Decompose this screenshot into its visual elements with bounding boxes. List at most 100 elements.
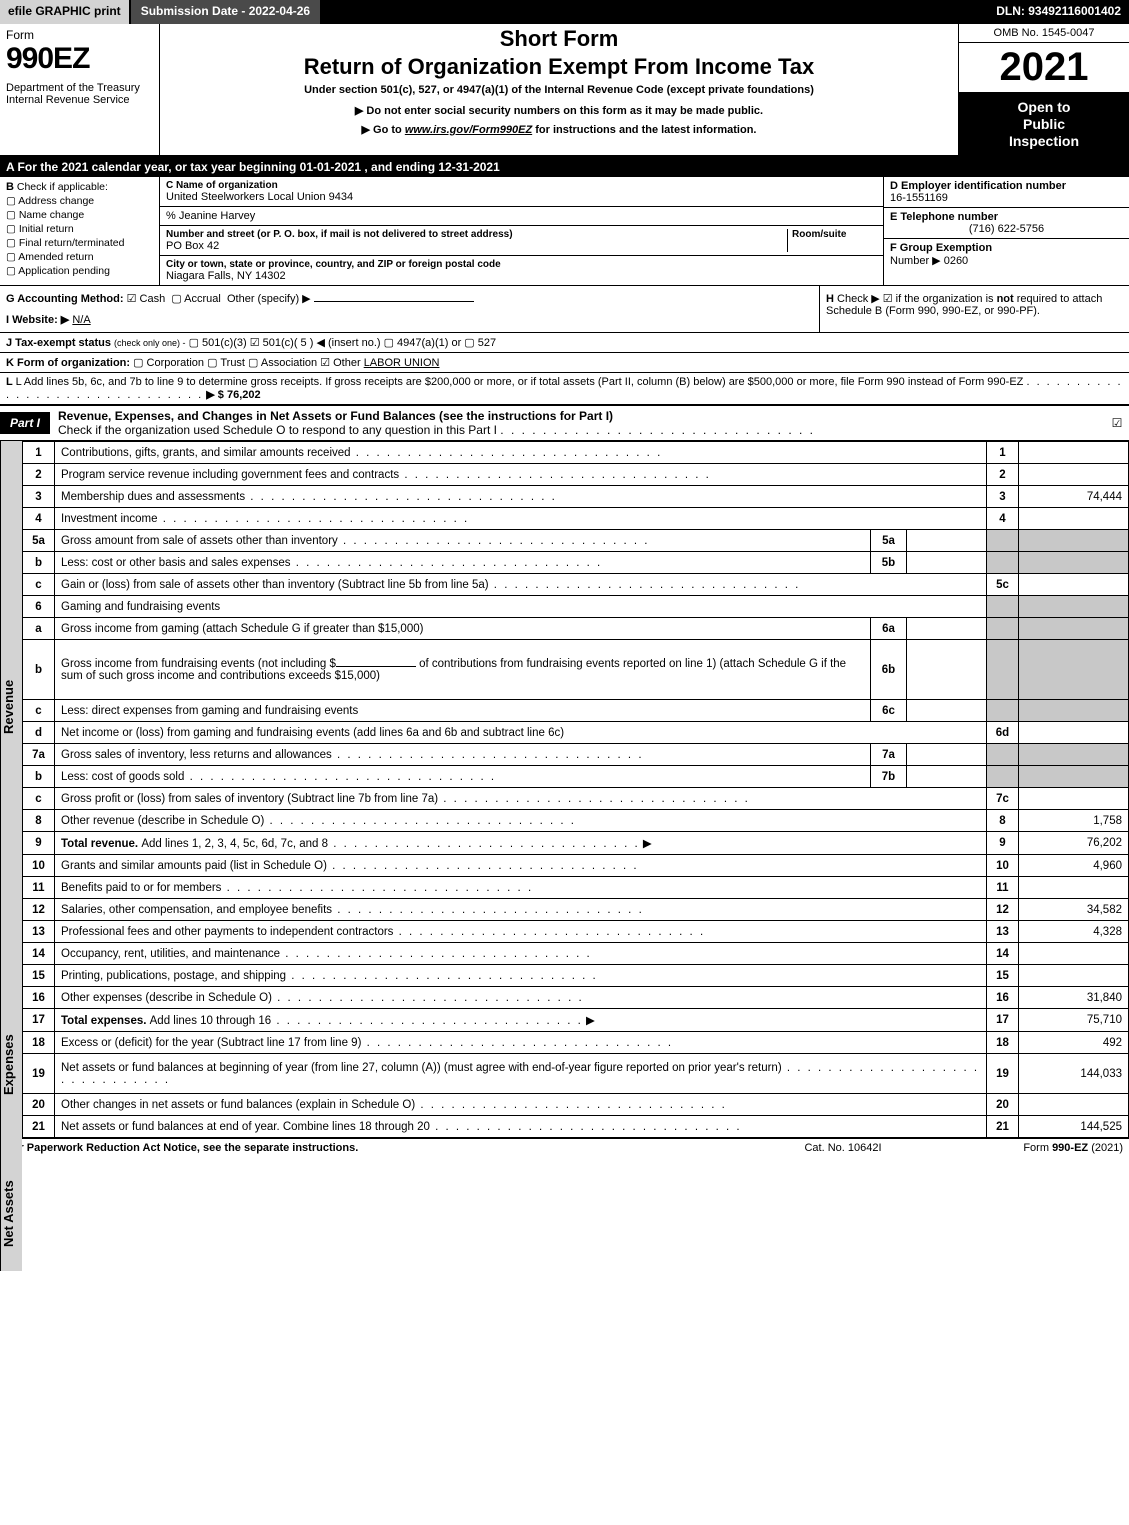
chk-name-change[interactable]: Name change [6, 209, 153, 221]
part1-schedule-o-check[interactable]: ☑ [1105, 416, 1129, 430]
table-row: 3Membership dues and assessments374,444 [23, 486, 1129, 508]
part1-subtitle: Check if the organization used Schedule … [58, 423, 497, 437]
line-amount: 74,444 [1019, 486, 1129, 508]
table-row: 8Other revenue (describe in Schedule O)8… [23, 810, 1129, 832]
table-row: dNet income or (loss) from gaming and fu… [23, 722, 1129, 744]
catalog-number: Cat. No. 10642I [743, 1142, 943, 1154]
j-sub: (check only one) - [114, 338, 186, 348]
col-c-org-info: C Name of organization United Steelworke… [160, 177, 884, 285]
fundraising-amount-input[interactable] [336, 666, 416, 667]
table-row: 6Gaming and fundraising events [23, 596, 1129, 618]
table-row: 2Program service revenue including gover… [23, 464, 1129, 486]
side-label-expenses: Expenses [0, 973, 22, 1157]
group-exemption-label: F Group Exemption [890, 242, 992, 254]
h-text1: Check ▶ ☑ if the organization is [837, 293, 997, 305]
table-row: 14Occupancy, rent, utilities, and mainte… [23, 943, 1129, 965]
chk-initial-return[interactable]: Initial return [6, 223, 153, 235]
website-value: N/A [72, 314, 90, 326]
j-label: J Tax-exempt status [6, 337, 111, 349]
group-exemption-label2: Number ▶ [890, 255, 941, 267]
org-name: United Steelworkers Local Union 9434 [166, 191, 877, 203]
form-number: 990EZ [6, 42, 153, 76]
goto-post: for instructions and the latest informat… [532, 124, 756, 136]
other-specify-input[interactable] [314, 301, 474, 302]
chk-cash[interactable]: Cash [127, 293, 166, 305]
line-amount: 144,033 [1019, 1054, 1129, 1094]
tax-year: 2021 [959, 43, 1129, 93]
header-left: Form 990EZ Department of the Treasury In… [0, 24, 160, 155]
open-to-public-badge: Open to Public Inspection [959, 93, 1129, 155]
other-specify: Other (specify) ▶ [227, 293, 311, 305]
line-num: 1 [23, 442, 55, 464]
table-row: 4Investment income4 [23, 508, 1129, 530]
header-center: Short Form Return of Organization Exempt… [160, 24, 959, 155]
form-footer-id: Form 990-EZ (2021) [943, 1142, 1123, 1154]
irs-link[interactable]: www.irs.gov/Form990EZ [405, 124, 532, 136]
j-options[interactable]: ▢ 501(c)(3) ☑ 501(c)( 5 ) ◀ (insert no.)… [189, 337, 496, 349]
line-amount: 75,710 [1019, 1009, 1129, 1032]
row-a-tax-year: A For the 2021 calendar year, or tax yea… [0, 157, 1129, 177]
accounting-method: G Accounting Method: Cash Accrual Other … [0, 286, 819, 332]
i-label: I Website: ▶ [6, 314, 69, 326]
table-row: 1 Contributions, gifts, grants, and simil… [23, 442, 1129, 464]
l-text: L Add lines 5b, 6c, and 7b to line 9 to … [16, 376, 1024, 388]
chk-accrual[interactable]: Accrual [171, 293, 221, 305]
room-label: Room/suite [792, 229, 877, 240]
open-line3: Inspection [963, 133, 1125, 150]
part1-header: Part I Revenue, Expenses, and Changes in… [0, 406, 1129, 441]
side-label-revenue: Revenue [0, 441, 22, 973]
paperwork-notice: For Paperwork Reduction Act Notice, see … [6, 1142, 743, 1154]
group-exemption-value: 0260 [944, 255, 968, 267]
table-row: 15Printing, publications, postage, and s… [23, 965, 1129, 987]
table-row: 16Other expenses (describe in Schedule O… [23, 987, 1129, 1009]
city-value: Niagara Falls, NY 14302 [166, 270, 877, 282]
line-amount: 76,202 [1019, 832, 1129, 855]
chk-address-change[interactable]: Address change [6, 195, 153, 207]
line-desc: Contributions, gifts, grants, and simila… [61, 447, 351, 459]
table-row: 10Grants and similar amounts paid (list … [23, 855, 1129, 877]
table-row: 5aGross amount from sale of assets other… [23, 530, 1129, 552]
row-gh: G Accounting Method: Cash Accrual Other … [0, 286, 1129, 333]
k-options[interactable]: ▢ Corporation ▢ Trust ▢ Association ☑ Ot… [133, 357, 361, 369]
table-row: cLess: direct expenses from gaming and f… [23, 700, 1129, 722]
part1-table: 1 Contributions, gifts, grants, and simil… [22, 441, 1129, 1138]
line-amount [1019, 442, 1129, 464]
street-value: PO Box 42 [166, 240, 787, 252]
line-k-form-org: K Form of organization: ▢ Corporation ▢ … [0, 353, 1129, 373]
open-line2: Public [963, 116, 1125, 133]
table-row: 20Other changes in net assets or fund ba… [23, 1094, 1129, 1116]
line-amount: 31,840 [1019, 987, 1129, 1009]
table-row: 12Salaries, other compensation, and empl… [23, 899, 1129, 921]
ein-value: 16-1551169 [890, 192, 1123, 204]
chk-final-return[interactable]: Final return/terminated [6, 237, 153, 249]
line-amount: 34,582 [1019, 899, 1129, 921]
omb-number: OMB No. 1545-0047 [959, 24, 1129, 43]
open-line1: Open to [963, 99, 1125, 116]
goto-instructions: ▶ Go to www.irs.gov/Form990EZ for instru… [168, 123, 950, 136]
part1-table-area: Revenue Expenses Net Assets 1Contributio… [0, 441, 1129, 1138]
line-amount: 144,525 [1019, 1116, 1129, 1138]
efile-print-label[interactable]: efile GRAPHIC print [0, 0, 129, 24]
table-row: aGross income from gaming (attach Schedu… [23, 618, 1129, 640]
table-row: 13Professional fees and other payments t… [23, 921, 1129, 943]
h-letter: H [826, 293, 834, 305]
table-row: bLess: cost or other basis and sales exp… [23, 552, 1129, 574]
line-amount: 1,758 [1019, 810, 1129, 832]
short-form-title: Short Form [168, 26, 950, 52]
table-row: bLess: cost of goods sold7b [23, 766, 1129, 788]
table-row: 18Excess or (deficit) for the year (Subt… [23, 1032, 1129, 1054]
table-row: 19Net assets or fund balances at beginni… [23, 1054, 1129, 1094]
goto-pre: ▶ Go to [362, 124, 405, 136]
part1-title: Revenue, Expenses, and Changes in Net As… [50, 406, 1105, 440]
table-row: 21Net assets or fund balances at end of … [23, 1116, 1129, 1138]
col-b-checkboxes: B Check if applicable: Address change Na… [0, 177, 160, 285]
submission-date: Submission Date - 2022-04-26 [129, 0, 320, 24]
chk-application-pending[interactable]: Application pending [6, 265, 153, 277]
dln-label: DLN: 93492116001402 [988, 0, 1129, 24]
side-label-netassets: Net Assets [0, 1157, 22, 1271]
phone-value: (716) 622-5756 [890, 223, 1123, 235]
chk-amended-return[interactable]: Amended return [6, 251, 153, 263]
street-label: Number and street (or P. O. box, if mail… [166, 229, 787, 240]
table-row: 17Total expenses. Add lines 10 through 1… [23, 1009, 1129, 1032]
page-footer: For Paperwork Reduction Act Notice, see … [0, 1138, 1129, 1157]
